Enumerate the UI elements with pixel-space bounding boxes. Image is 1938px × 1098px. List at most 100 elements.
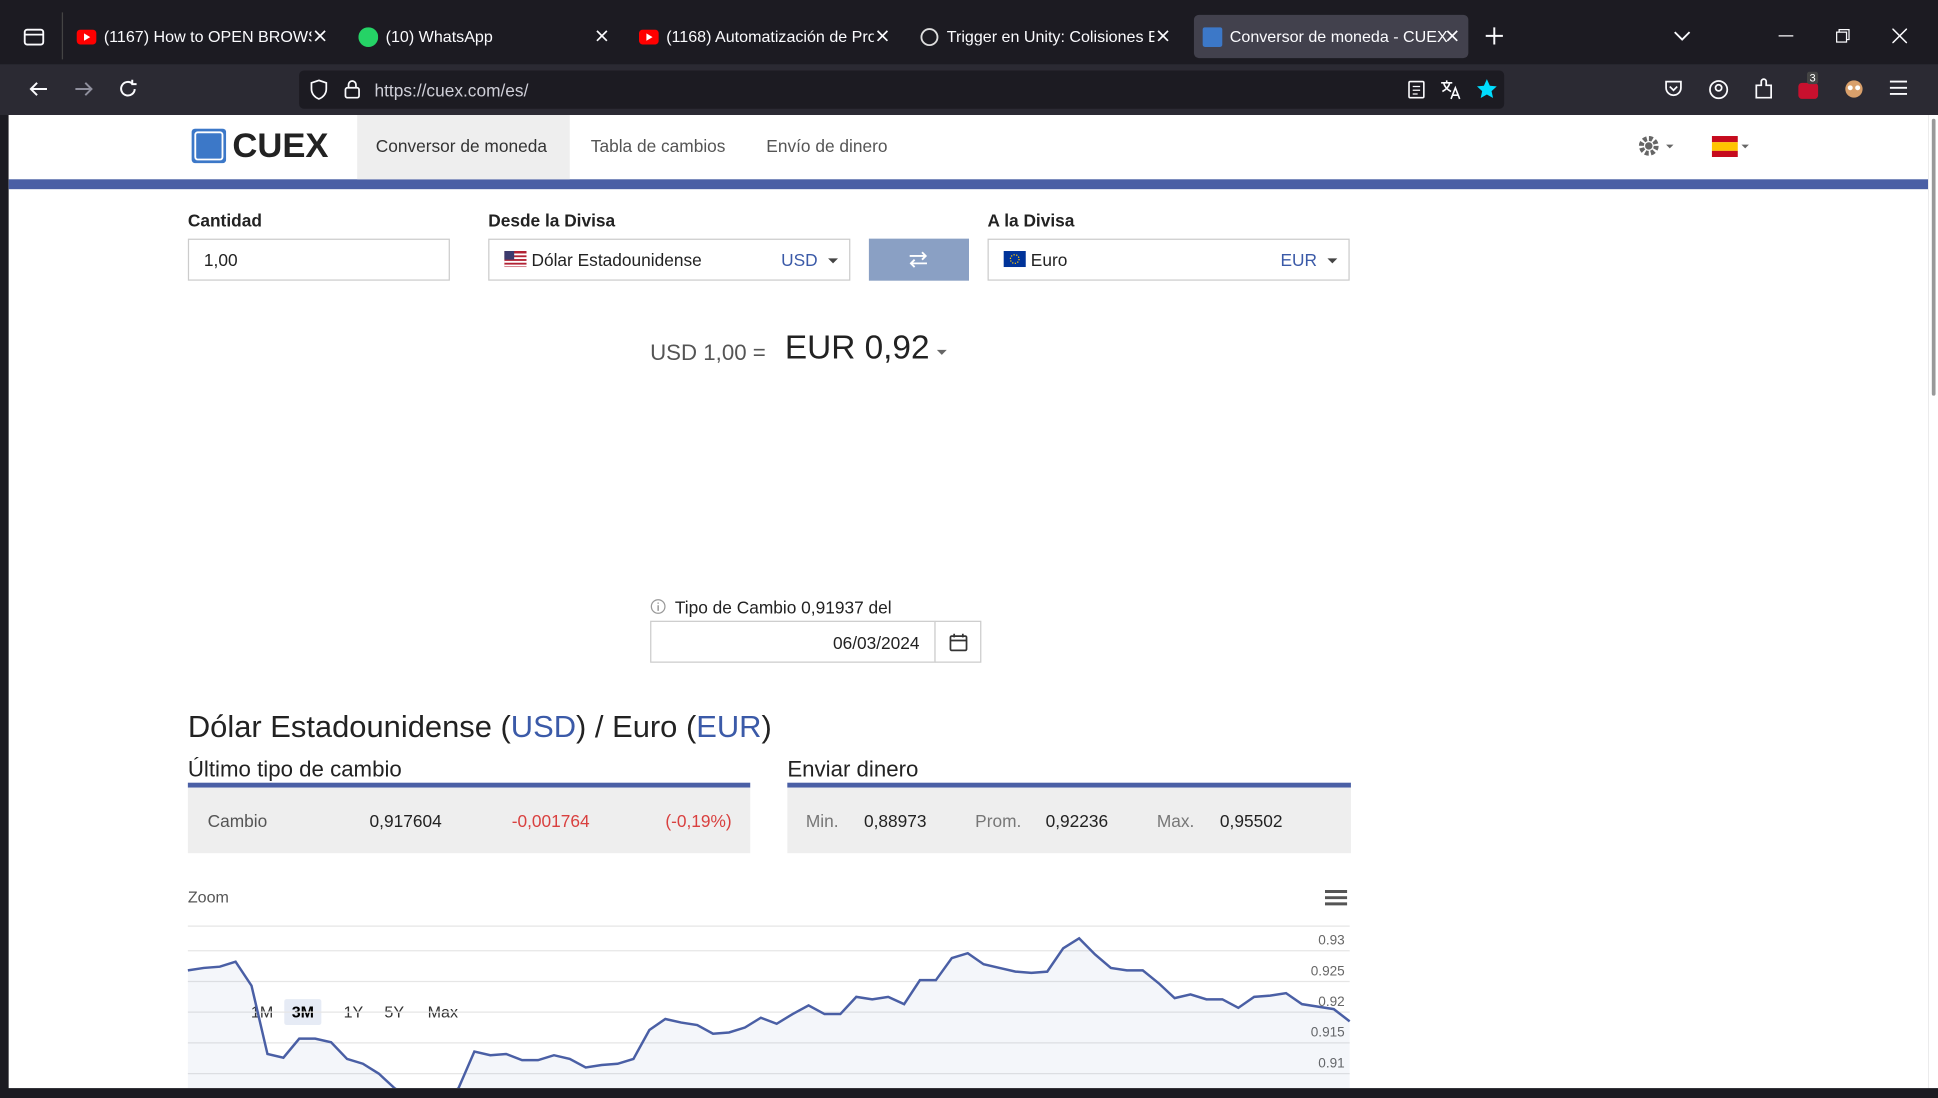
caret <box>1327 258 1338 264</box>
stat-percent: (-0,19%) <box>665 811 732 831</box>
logo-icon[interactable] <box>191 128 227 164</box>
stat-value: 0,88973 <box>863 811 927 831</box>
send-panel: Min. 0,88973 Prom. 0,92236 Max. 0,95502 <box>787 787 1351 854</box>
menu[interactable] <box>1889 80 1908 95</box>
list-all-tabs[interactable] <box>1674 30 1691 42</box>
close-window[interactable] <box>1892 28 1908 44</box>
account[interactable] <box>1708 79 1729 100</box>
tab-title: Conversor de moneda - CUEX <box>1229 27 1448 46</box>
info-icon[interactable] <box>650 598 666 614</box>
y-tick-label: 0.915 <box>1311 1025 1345 1040</box>
reader-view[interactable] <box>1408 80 1425 99</box>
y-tick-label: 0.925 <box>1311 963 1345 978</box>
from-select[interactable]: Dólar Estadounidense USD <box>488 238 851 281</box>
youtube-icon <box>638 29 659 44</box>
tracking-shield[interactable] <box>309 79 329 100</box>
amount-input[interactable]: 1,00 <box>187 238 450 281</box>
result-to: EUR 0,92 <box>784 328 930 367</box>
stat-label: Prom. <box>975 811 1022 831</box>
y-tick-label: 0.93 <box>1318 933 1344 948</box>
logo-text[interactable]: CUEX <box>232 126 329 165</box>
field-label: A la Divisa <box>987 210 1075 230</box>
tab[interactable]: Trigger en Unity: Colisiones Esp <box>912 15 1179 58</box>
settings[interactable] <box>1638 135 1678 157</box>
close-tab[interactable] <box>314 30 326 42</box>
title-part: Dólar Estadounidense ( <box>187 709 511 745</box>
calendar-icon <box>949 633 968 652</box>
nav-link[interactable]: Tabla de cambios <box>590 136 726 156</box>
adblock-icon[interactable] <box>1797 79 1819 100</box>
panel-rule <box>187 782 751 788</box>
nav-active-bg <box>357 114 570 180</box>
us-flag <box>504 251 527 268</box>
caret <box>828 258 838 264</box>
zoom-label: Zoom <box>187 887 229 907</box>
youtube-icon <box>76 29 97 44</box>
scrollbar-track <box>1928 114 1938 1089</box>
active-tab[interactable]: Conversor de moneda - CUEX <box>1193 14 1469 59</box>
y-tick-label: 0.92 <box>1318 994 1344 1009</box>
currency-link[interactable]: EUR <box>696 709 762 745</box>
date-value: 06/03/2024 <box>832 633 920 653</box>
extensions[interactable] <box>1754 78 1775 100</box>
extension-icon[interactable] <box>1843 79 1865 99</box>
reload[interactable] <box>119 79 139 99</box>
tab-title: (1167) How to OPEN BROWSER <box>103 27 312 46</box>
date-input[interactable]: 06/03/2024 <box>650 620 936 663</box>
eu-flag <box>1003 251 1026 268</box>
swap-icon <box>909 251 928 268</box>
to-select[interactable]: Euro EUR <box>987 238 1350 281</box>
addon-badge: 3 <box>1806 71 1819 85</box>
nav-link[interactable]: Envío de dinero <box>766 136 888 156</box>
scrollbar-thumb[interactable] <box>1931 118 1936 396</box>
restore[interactable] <box>1835 28 1850 43</box>
stat-value: 0,917604 <box>369 811 442 831</box>
tab[interactable]: (10) WhatsApp <box>351 15 618 58</box>
tab[interactable]: (1167) How to OPEN BROWSER <box>69 15 336 58</box>
tab[interactable]: (1168) Automatización de Proc <box>632 15 899 58</box>
panel-heading: Enviar dinero <box>787 756 919 782</box>
nav-link[interactable]: Conversor de moneda <box>375 136 547 156</box>
site-header <box>8 114 1929 180</box>
currency-name: Euro <box>1030 249 1068 270</box>
forward[interactable] <box>74 79 94 99</box>
field-label: Desde la Divisa <box>488 210 616 230</box>
result-from: USD 1,00 = <box>650 340 766 365</box>
y-tick-label: 0.91 <box>1318 1055 1344 1070</box>
chatgpt-icon <box>920 27 939 46</box>
stat-label: Cambio <box>207 811 268 831</box>
minimize[interactable] <box>1778 35 1794 37</box>
calendar-button[interactable] <box>934 620 982 663</box>
panel-rule <box>787 782 1351 788</box>
language-flag[interactable] <box>1711 135 1754 158</box>
stat-label: Min. <box>805 811 839 831</box>
field-label: Cantidad <box>187 210 262 230</box>
new-tab[interactable] <box>1485 27 1503 45</box>
close-tab[interactable] <box>876 30 889 42</box>
close-tab[interactable] <box>1157 30 1169 42</box>
whatsapp-icon <box>358 26 379 47</box>
tab-title: (1168) Automatización de Proc <box>666 27 874 46</box>
chart-menu[interactable] <box>1324 889 1348 906</box>
swap-button[interactable] <box>868 238 970 281</box>
rate-text: Tipo de Cambio 0,91937 del <box>674 597 892 618</box>
tab-title: (10) WhatsApp <box>385 27 493 46</box>
back[interactable] <box>28 79 48 99</box>
lock[interactable] <box>344 79 361 99</box>
close-tab[interactable] <box>596 30 608 42</box>
result-caret[interactable] <box>936 349 947 355</box>
bookmark-star[interactable] <box>1476 78 1498 100</box>
rate-line <box>187 936 1351 1089</box>
latest-panel: Cambio 0,917604 -0,001764 (-0,19%) <box>187 787 751 854</box>
close-tab[interactable] <box>1446 30 1458 42</box>
translate[interactable] <box>1440 79 1462 100</box>
panel-heading: Último tipo de cambio <box>187 756 402 782</box>
url-text: https://cuex.com/es/ <box>374 80 529 101</box>
tab-list-icon[interactable] <box>22 25 47 50</box>
currency-link[interactable]: USD <box>510 709 577 745</box>
pocket[interactable] <box>1664 79 1684 99</box>
stat-label: Max. <box>1156 811 1195 831</box>
currency-code: USD <box>781 249 818 270</box>
url-bar[interactable] <box>299 70 1505 109</box>
